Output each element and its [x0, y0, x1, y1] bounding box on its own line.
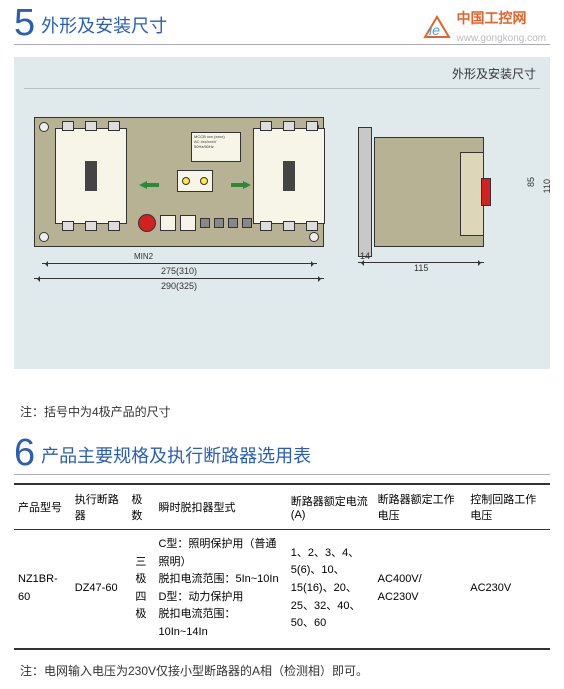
front-dimensions: MIN2 275(310) 290(325): [34, 252, 324, 291]
arrow-right-icon: [231, 176, 251, 184]
cell-poles: 三极 四极: [127, 530, 154, 649]
dim-outer: 290(325): [34, 281, 324, 291]
section6-header: 6 产品主要规格及执行断路器选用表: [0, 430, 564, 472]
cell-control-v: AC230V: [466, 530, 550, 649]
cell-voltage: AC400V/ AC230V: [374, 530, 467, 649]
cell-trip: C型：照明保护用（普通照明） 脱扣电流范围：5In~10In D型：动力保护用 …: [154, 530, 286, 649]
svg-text:le: le: [429, 22, 440, 38]
dim-height-inner: 85: [526, 177, 536, 187]
dimension-panel: 外形及安装尺寸: [14, 57, 550, 369]
panel-title: 外形及安装尺寸: [24, 65, 540, 88]
brand-cn: 中国工控网: [457, 10, 527, 26]
control-row: [135, 214, 255, 232]
watermark-text: 中国工控网 www.gongkong.com: [457, 8, 547, 46]
col-trip: 瞬时脱扣器型式: [154, 484, 286, 530]
stop-button-icon: [138, 214, 156, 232]
section6-number: 6: [14, 434, 35, 472]
section6-note: 注：电网输入电压为230V仅接小型断路器的A相（检测相）即可。: [0, 658, 564, 689]
front-body: MCCB xxx (xxxx) AC xxx/xxxV 50Hz/60Hz: [34, 117, 324, 247]
dim-inner: 275(310): [34, 266, 324, 276]
min2-label: MIN2: [34, 252, 324, 261]
side-body: [374, 137, 484, 247]
col-model: 产品型号: [14, 484, 71, 530]
nameplate: MCCB xxx (xxxx) AC xxx/xxxV 50Hz/60Hz: [191, 132, 241, 162]
side-view: 85 110 14 115: [374, 137, 504, 247]
section6-title: 产品主要规格及执行断路器选用表: [41, 442, 311, 472]
diagram-wrap: MCCB xxx (xxxx) AC xxx/xxxV 50Hz/60Hz: [24, 117, 540, 247]
section5-note: 注：括号中为4极产品的尺寸: [0, 375, 564, 430]
cell-breaker: DZ47-60: [71, 530, 128, 649]
col-poles: 极数: [127, 484, 154, 530]
logo-icon: le: [423, 13, 451, 41]
breaker-right: [253, 128, 325, 224]
indicator-box: [177, 170, 213, 192]
section6-rule: [14, 474, 550, 475]
table-header-row: 产品型号 执行断路器 极数 瞬时脱扣器型式 断路器额定电流(A) 断路器额定工作…: [14, 484, 550, 530]
dim-depth: 115: [414, 263, 428, 273]
dim-height-outer: 110: [542, 179, 552, 193]
col-breaker: 执行断路器: [71, 484, 128, 530]
section5-number: 5: [14, 4, 35, 42]
panel-divider: [24, 88, 540, 89]
col-voltage: 断路器额定工作电压: [374, 484, 467, 530]
spec-table: 产品型号 执行断路器 极数 瞬时脱扣器型式 断路器额定电流(A) 断路器额定工作…: [14, 483, 550, 650]
breaker-left: [55, 128, 127, 224]
arrow-left-icon: [139, 176, 159, 184]
mounting-bracket: [358, 127, 372, 257]
col-control-v: 控制回路工作电压: [466, 484, 550, 530]
section5-title: 外形及安装尺寸: [41, 12, 167, 42]
watermark: le 中国工控网 www.gongkong.com: [423, 8, 547, 46]
table-row: NZ1BR-60 DZ47-60 三极 四极 C型：照明保护用（普通照明） 脱扣…: [14, 530, 550, 649]
col-current: 断路器额定电流(A): [287, 484, 374, 530]
brand-domain: www.gongkong.com: [457, 33, 547, 44]
front-view: MCCB xxx (xxxx) AC xxx/xxxV 50Hz/60Hz: [34, 117, 344, 247]
side-handle: [481, 178, 491, 206]
cell-model: NZ1BR-60: [14, 530, 71, 649]
cell-current: 1、2、3、4、5(6)、10、15(16)、20、25、32、40、50、60: [287, 530, 374, 649]
center-panel: MCCB xxx (xxxx) AC xxx/xxxV 50Hz/60Hz: [135, 132, 255, 232]
